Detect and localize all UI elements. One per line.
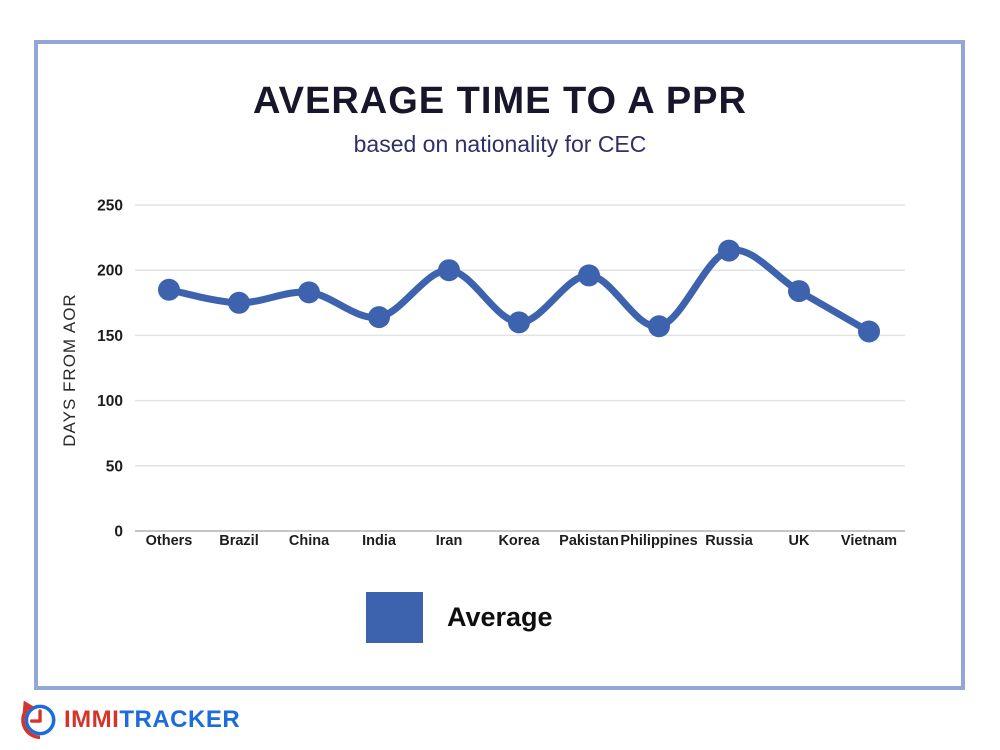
data-point-brazil — [228, 291, 250, 314]
clock-icon — [21, 700, 56, 740]
chart-title: AVERAGE TIME TO A PPR — [253, 80, 747, 122]
data-point-iran — [438, 259, 460, 282]
data-point-vietnam — [858, 320, 880, 343]
chart-legend: Average — [366, 592, 553, 643]
x-tick-label: Others — [146, 533, 193, 549]
logo-text-immi: IMMI — [64, 706, 120, 733]
line-chart: 0 50 100 150 200 250 DAYS FROM AOR Others Brazil… — [40, 190, 960, 570]
y-tick-label: 150 — [97, 328, 123, 345]
data-point-russia — [718, 239, 740, 262]
x-tick-label: China — [289, 533, 330, 549]
x-tick-label: Brazil — [219, 533, 259, 549]
chart-subtitle: based on nationality for CEC — [353, 131, 647, 157]
x-tick-label: Russia — [705, 533, 753, 549]
data-point-uk — [788, 280, 810, 303]
data-point-india — [368, 306, 390, 329]
immitracker-logo: IMMITRACKER — [18, 699, 240, 741]
x-tick-label: Iran — [436, 533, 463, 549]
chart-border-frame — [34, 40, 965, 690]
legend-swatch — [366, 592, 423, 643]
data-point-others — [158, 278, 180, 301]
x-tick-label: Vietnam — [841, 533, 897, 549]
x-tick-label: Pakistan — [559, 533, 619, 549]
legend-label: Average — [447, 602, 553, 632]
x-tick-label: Philippines — [620, 533, 697, 549]
y-axis-title: DAYS FROM AOR — [60, 293, 79, 446]
y-tick-label: 50 — [106, 458, 123, 475]
logo-text-tracker: TRACKER — [119, 706, 241, 733]
y-tick-label: 0 — [114, 524, 123, 541]
data-point-china — [298, 281, 320, 304]
logo-text: IMMITRACKER — [64, 706, 240, 734]
x-tick-label: India — [362, 533, 397, 549]
line-chart-svg: 0 50 100 150 200 250 DAYS FROM AOR Others Brazil… — [60, 198, 905, 549]
data-point-korea — [508, 311, 530, 334]
y-tick-label: 200 — [97, 263, 123, 280]
y-tick-label: 250 — [97, 198, 123, 215]
data-point-pakistan — [578, 264, 600, 287]
x-tick-label: UK — [789, 533, 810, 549]
data-point-philippines — [648, 315, 670, 338]
x-tick-label: Korea — [498, 533, 540, 549]
y-tick-label: 100 — [97, 393, 123, 410]
